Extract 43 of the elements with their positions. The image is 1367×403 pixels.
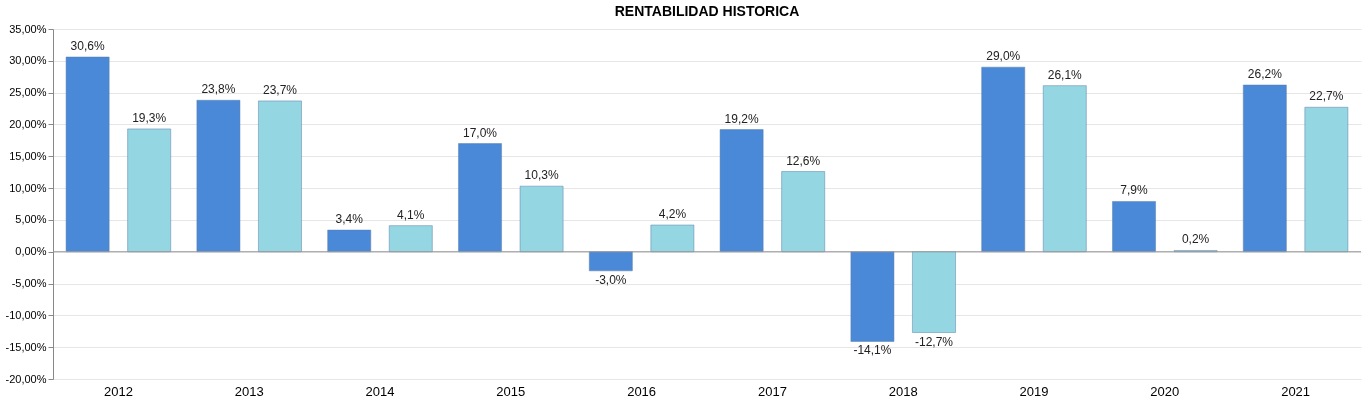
x-tick-label: 2016 xyxy=(627,383,657,399)
data-label: -14,1% xyxy=(853,343,892,358)
x-tick-label: 2017 xyxy=(757,383,787,399)
x-tick-label: 2012 xyxy=(103,383,133,399)
data-label: 22,7% xyxy=(1309,89,1344,104)
data-label: -3,0% xyxy=(595,272,627,287)
x-tick-label: 2014 xyxy=(365,383,395,399)
data-label: 7,9% xyxy=(1120,183,1149,198)
x-tick-label: 2015 xyxy=(496,383,526,399)
x-tick-label: 2021 xyxy=(1281,383,1311,399)
data-label: -12,7% xyxy=(914,334,954,349)
x-tick-label: 2018 xyxy=(888,383,918,399)
y-tick-label: -20,00% xyxy=(5,372,47,385)
data-label: 12,6% xyxy=(786,153,821,168)
y-tick-label: 35,00% xyxy=(9,22,47,35)
data-label: 26,1% xyxy=(1047,67,1083,82)
y-tick-label: 20,00% xyxy=(9,117,47,130)
data-label: 17,0% xyxy=(463,125,498,140)
y-tick-label: -10,00% xyxy=(5,308,47,321)
data-label: 26,2% xyxy=(1247,67,1283,81)
data-label: 10,3% xyxy=(524,168,559,183)
data-label: 19,2% xyxy=(724,111,759,126)
x-tick-label: 2020 xyxy=(1150,383,1180,399)
y-tick-label: 5,00% xyxy=(15,213,47,226)
data-label: 29,0% xyxy=(986,49,1021,64)
data-label: 4,2% xyxy=(658,207,687,221)
data-label: 23,8% xyxy=(201,82,236,97)
data-label: 23,7% xyxy=(262,82,298,97)
y-tick-label: -5,00% xyxy=(11,277,47,290)
x-tick-label: 2019 xyxy=(1019,383,1049,399)
data-label: 19,3% xyxy=(132,110,167,125)
y-tick-label: 15,00% xyxy=(9,149,47,162)
chart-title: RENTABILIDAD HISTORICA xyxy=(614,3,800,19)
data-label: 4,1% xyxy=(397,207,425,222)
data-label: 3,4% xyxy=(335,212,364,227)
y-tick-label: 10,00% xyxy=(9,181,47,194)
x-tick-label: 2013 xyxy=(234,383,264,399)
y-tick-label: 25,00% xyxy=(9,86,47,99)
y-tick-label: 30,00% xyxy=(9,54,47,67)
data-label: 0,2% xyxy=(1181,232,1210,247)
data-label: 30,6% xyxy=(70,39,105,53)
y-tick-label: -15,00% xyxy=(5,340,47,353)
y-tick-label: 0,00% xyxy=(15,245,47,258)
